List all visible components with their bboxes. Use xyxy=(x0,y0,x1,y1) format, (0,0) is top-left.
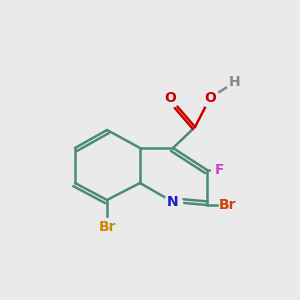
Text: Br: Br xyxy=(98,220,116,234)
Text: Br: Br xyxy=(219,198,237,212)
Text: F: F xyxy=(215,163,225,177)
Text: H: H xyxy=(229,75,241,89)
Text: N: N xyxy=(167,195,179,209)
Text: O: O xyxy=(164,91,176,105)
Text: O: O xyxy=(204,91,216,105)
